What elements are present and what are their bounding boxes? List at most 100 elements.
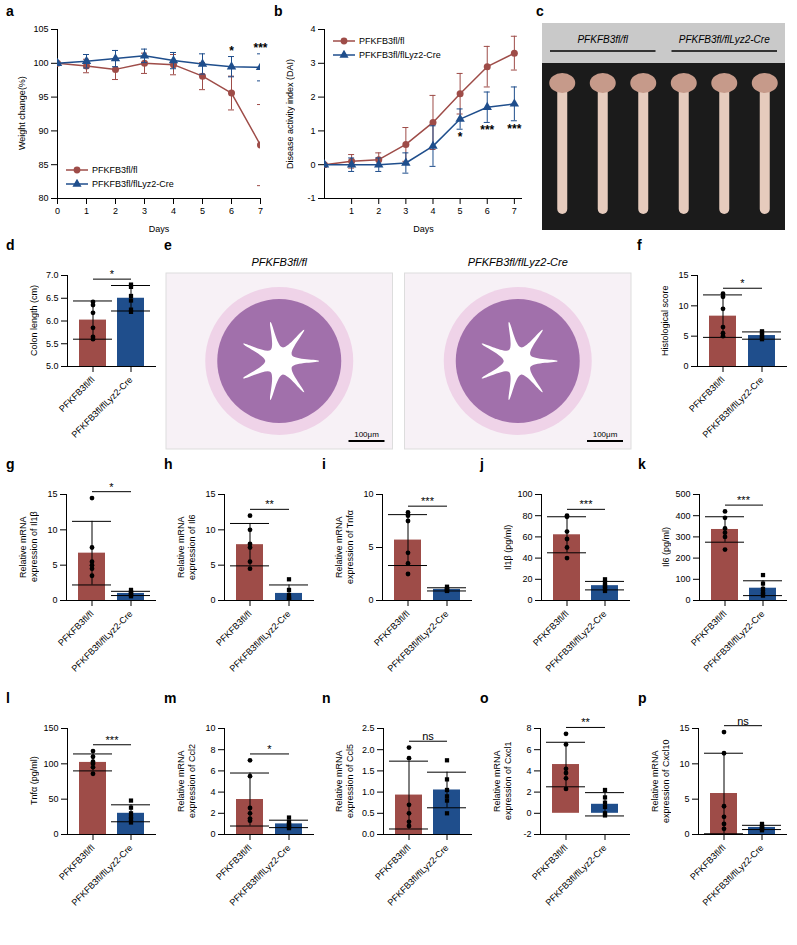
svg-text:5: 5: [458, 206, 463, 216]
svg-text:7.0: 7.0: [46, 270, 59, 280]
svg-text:***: ***: [507, 122, 521, 136]
svg-text:1: 1: [84, 206, 89, 216]
svg-text:***: ***: [253, 41, 267, 55]
svg-text:PFKFB3fl/fl: PFKFB3fl/fl: [689, 609, 728, 648]
svg-text:15: 15: [47, 489, 57, 499]
svg-text:0: 0: [53, 829, 58, 839]
svg-text:3: 3: [310, 58, 315, 68]
svg-text:6.0: 6.0: [46, 316, 59, 326]
svg-text:4: 4: [310, 24, 315, 34]
svg-text:2: 2: [376, 206, 381, 216]
svg-text:6: 6: [526, 745, 531, 755]
svg-text:5: 5: [200, 206, 205, 216]
svg-text:PFKFB3fl/flLyz2-Cre: PFKFB3fl/flLyz2-Cre: [702, 609, 767, 674]
svg-text:2: 2: [526, 787, 531, 797]
svg-text:0: 0: [310, 160, 315, 170]
svg-text:6: 6: [229, 206, 234, 216]
svg-text:*: *: [267, 743, 272, 755]
svg-text:15: 15: [679, 723, 689, 733]
svg-text:PFKFB3fl/flLyz2-Cre: PFKFB3fl/flLyz2-Cre: [701, 375, 766, 440]
svg-text:Days: Days: [413, 224, 434, 234]
svg-text:90: 90: [38, 126, 48, 136]
svg-text:PFKFB3fl/fl: PFKFB3fl/fl: [214, 609, 253, 648]
svg-text:PFKFB3fl/fl: PFKFB3fl/fl: [687, 375, 726, 414]
svg-text:ns: ns: [422, 730, 434, 742]
svg-text:PFKFB3fl/flLyz2-Cre: PFKFB3fl/flLyz2-Cre: [70, 843, 135, 908]
svg-text:80: 80: [38, 193, 48, 203]
svg-text:0.5: 0.5: [362, 808, 375, 818]
svg-text:0: 0: [55, 206, 60, 216]
svg-text:10: 10: [679, 759, 689, 769]
svg-text:PFKFB3fl/fl: PFKFB3fl/fl: [57, 375, 96, 414]
svg-text:2: 2: [310, 92, 315, 102]
svg-text:PFKFB3fl/fl: PFKFB3fl/fl: [373, 843, 412, 882]
svg-text:95: 95: [38, 92, 48, 102]
svg-text:20: 20: [522, 574, 532, 584]
svg-text:***: ***: [480, 123, 494, 137]
svg-text:40: 40: [522, 553, 532, 563]
svg-text:PFKFB3fl/fl: PFKFB3fl/fl: [688, 843, 727, 882]
svg-text:PFKFB3fl/fl: PFKFB3fl/fl: [214, 843, 253, 882]
svg-text:4: 4: [526, 766, 531, 776]
svg-text:PFKFB3fl/fl: PFKFB3fl/fl: [531, 609, 570, 648]
svg-text:10: 10: [205, 723, 215, 733]
svg-text:8: 8: [526, 723, 531, 733]
svg-text:0: 0: [210, 829, 215, 839]
svg-text:3: 3: [403, 206, 408, 216]
svg-text:7: 7: [512, 206, 517, 216]
svg-text:4: 4: [210, 787, 215, 797]
svg-text:0.0: 0.0: [362, 829, 375, 839]
svg-text:***: ***: [106, 734, 120, 746]
svg-text:5: 5: [368, 542, 373, 552]
svg-text:0: 0: [684, 829, 689, 839]
svg-text:PFKFB3fl/flLyz2-Cre: PFKFB3fl/flLyz2-Cre: [468, 256, 568, 268]
svg-text:10: 10: [47, 525, 57, 535]
svg-text:0: 0: [368, 595, 373, 605]
svg-text:60: 60: [522, 532, 532, 542]
svg-text:0: 0: [685, 595, 690, 605]
svg-text:6.5: 6.5: [46, 293, 59, 303]
svg-text:**: **: [581, 716, 590, 728]
svg-text:5.5: 5.5: [46, 339, 59, 349]
svg-text:10: 10: [363, 489, 373, 499]
svg-text:*: *: [229, 44, 234, 58]
svg-text:2.0: 2.0: [362, 745, 375, 755]
svg-text:8: 8: [210, 745, 215, 755]
svg-text:PFKFB3fl/flLyz2-Cre: PFKFB3fl/flLyz2-Cre: [679, 34, 770, 45]
svg-text:PFKFB3fl/flLyz2-Cre: PFKFB3fl/flLyz2-Cre: [70, 375, 135, 440]
svg-text:PFKFB3fl/fl: PFKFB3fl/fl: [372, 609, 411, 648]
svg-text:***: ***: [421, 495, 435, 507]
svg-text:1: 1: [310, 126, 315, 136]
svg-text:500: 500: [675, 489, 690, 499]
svg-text:6: 6: [210, 766, 215, 776]
svg-text:10: 10: [205, 525, 215, 535]
svg-text:PFKFB3fl/fl: PFKFB3fl/fl: [56, 609, 95, 648]
svg-text:0: 0: [52, 595, 57, 605]
svg-text:**: **: [265, 498, 274, 510]
svg-text:PFKFB3fl/flLyz2-Cre: PFKFB3fl/flLyz2-Cre: [701, 843, 766, 908]
svg-text:10: 10: [678, 301, 688, 311]
svg-text:5: 5: [684, 794, 689, 804]
svg-text:-2: -2: [523, 829, 531, 839]
svg-text:1.0: 1.0: [362, 787, 375, 797]
svg-text:300: 300: [675, 532, 690, 542]
svg-text:-1: -1: [307, 193, 315, 203]
svg-text:5: 5: [210, 560, 215, 570]
svg-text:50: 50: [48, 794, 58, 804]
svg-text:*: *: [740, 277, 745, 289]
svg-text:PFKFB3fl/flLyz2-Cre: PFKFB3fl/flLyz2-Cre: [228, 609, 293, 674]
svg-text:PFKFB3fl/flLyz2-Cre: PFKFB3fl/flLyz2-Cre: [70, 609, 135, 674]
svg-text:85: 85: [38, 160, 48, 170]
svg-text:1.5: 1.5: [362, 766, 375, 776]
svg-text:PFKFB3fl/fl: PFKFB3fl/fl: [577, 34, 628, 45]
svg-text:100: 100: [33, 58, 48, 68]
svg-text:PFKFB3fl/flLyz2-Cre: PFKFB3fl/flLyz2-Cre: [544, 843, 609, 908]
svg-text:0: 0: [210, 595, 215, 605]
svg-text:PFKFB3fl/flLyz2-Cre: PFKFB3fl/flLyz2-Cre: [386, 843, 451, 908]
svg-text:*: *: [110, 268, 115, 280]
svg-text:100μm: 100μm: [593, 430, 618, 439]
svg-text:***: ***: [737, 494, 751, 506]
svg-text:4: 4: [430, 206, 435, 216]
svg-text:6: 6: [485, 206, 490, 216]
svg-text:*: *: [109, 481, 114, 493]
